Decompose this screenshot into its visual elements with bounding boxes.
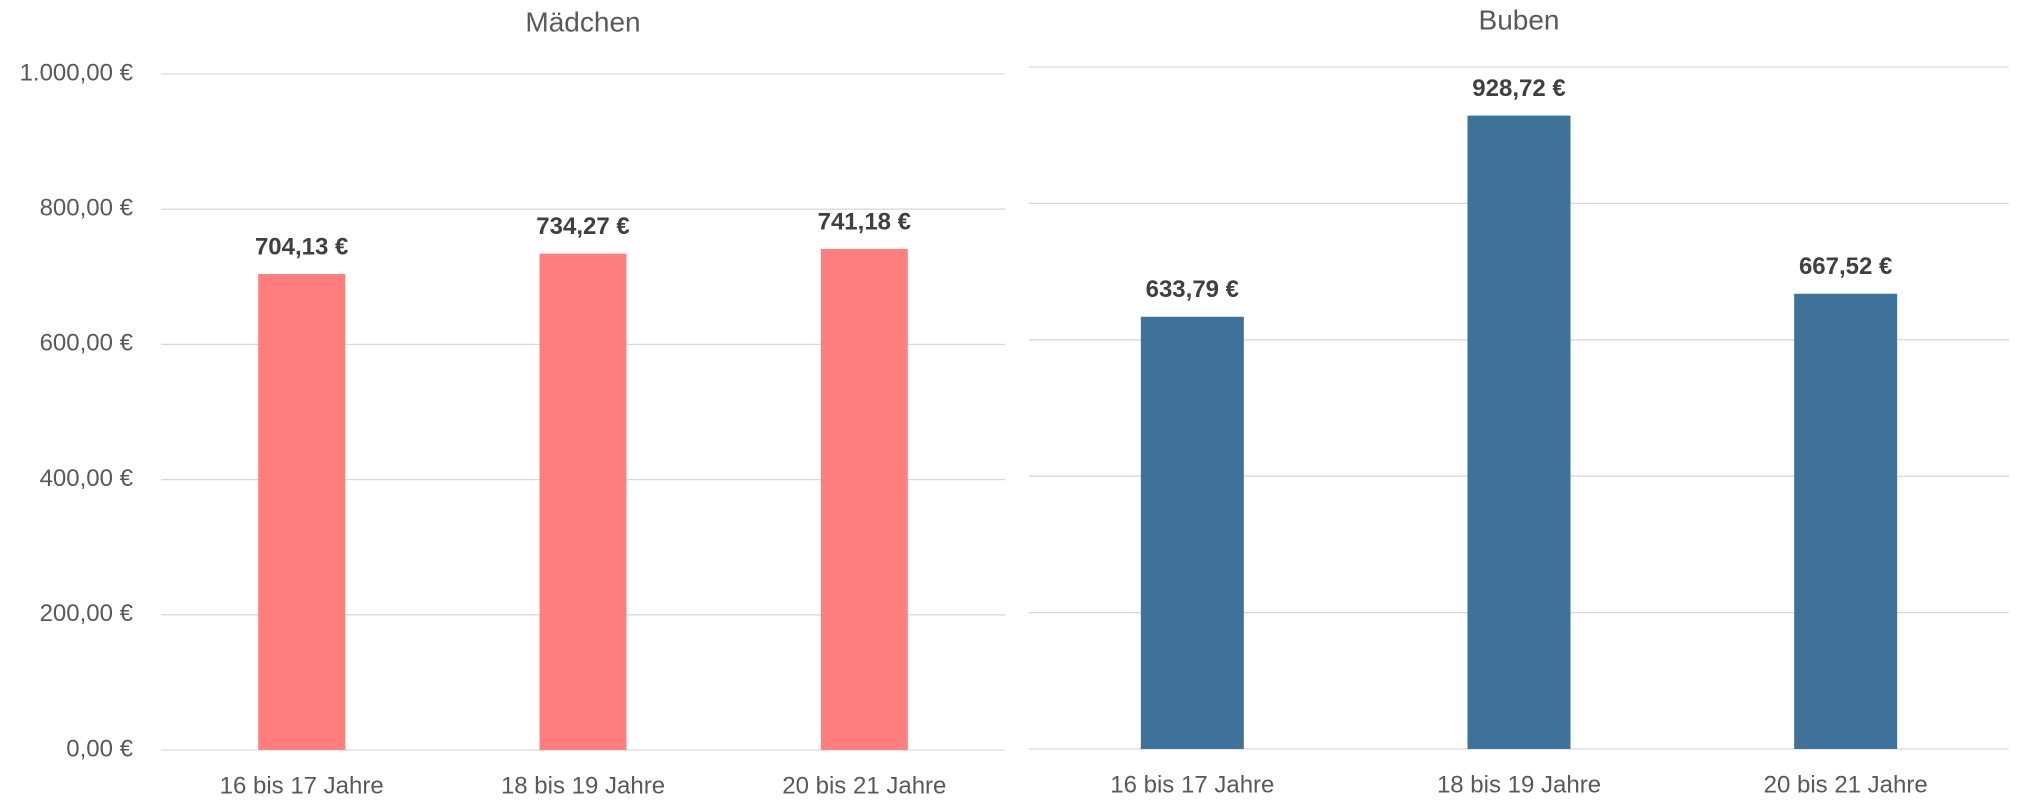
data-label: 667,52 € [1799,253,1892,280]
data-label: 928,72 € [1472,75,1565,102]
x-tick-label: 18 bis 19 Jahre [1437,771,1601,798]
chart-title: Mädchen [525,6,640,37]
x-tick-label: 20 bis 21 Jahre [782,772,946,799]
data-label: 741,18 € [818,208,911,235]
bar [258,274,346,750]
x-tick-label: 20 bis 21 Jahre [1764,771,1928,798]
bar [1794,293,1898,749]
chart-title: Buben [1479,4,1560,35]
y-tick-label: 400,00 € [40,465,134,492]
bar [1467,115,1571,749]
x-tick-label: 18 bis 19 Jahre [501,772,665,799]
data-label: 633,79 € [1146,276,1239,303]
y-tick-label: 0,00 € [66,735,133,762]
bar [539,253,627,750]
data-label: 734,27 € [536,213,629,240]
y-tick-label: 800,00 € [40,195,134,222]
bar [820,248,908,750]
y-tick-label: 1.000,00 € [20,59,134,86]
y-tick-label: 200,00 € [40,600,134,627]
bar [1140,316,1244,749]
data-label: 704,13 € [255,233,348,260]
x-tick-label: 16 bis 17 Jahre [1110,771,1274,798]
x-tick-label: 16 bis 17 Jahre [220,772,384,799]
y-tick-label: 600,00 € [40,330,134,357]
